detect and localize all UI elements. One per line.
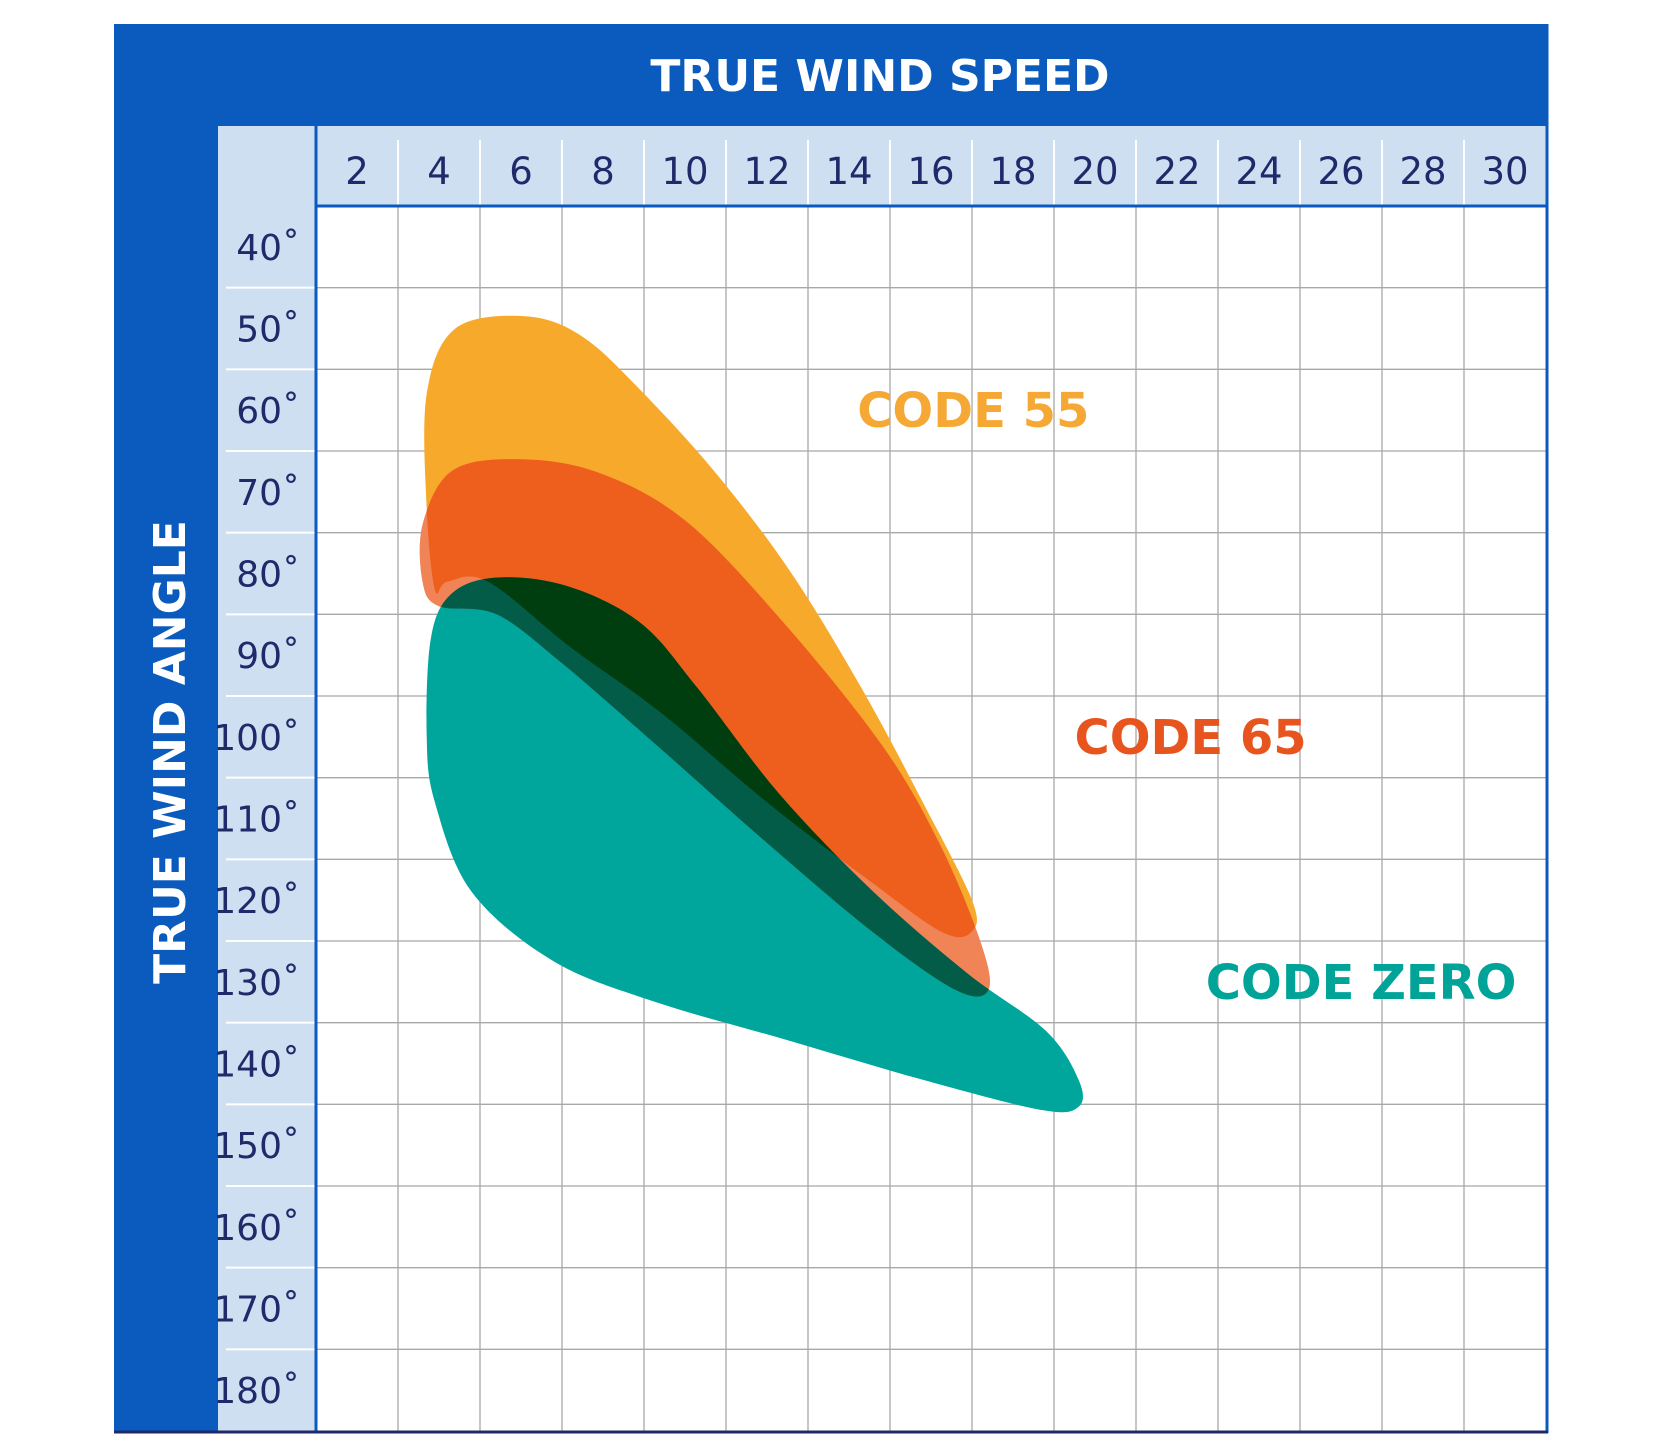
x-tick-label: 6	[509, 150, 533, 193]
x-tick-labels: 2 4 6 8 10 12 14 16 18 20 22 24 26 28 30	[345, 150, 1528, 193]
y-tick-label: 90˚	[236, 636, 300, 677]
y-tick-label: 110˚	[213, 800, 300, 841]
sail-regions	[419, 315, 1083, 1113]
x-tick-label: 14	[825, 150, 872, 193]
y-tick-label: 80˚	[236, 555, 300, 596]
x-tick-label: 16	[907, 150, 954, 193]
y-tick-label: 60˚	[236, 391, 300, 432]
y-tick-band	[218, 206, 316, 1431]
x-tick-band	[218, 126, 1546, 206]
x-tick-label: 2	[345, 150, 369, 193]
y-tick-label: 160˚	[213, 1208, 300, 1249]
x-axis-title: TRUE WIND SPEED	[650, 51, 1109, 102]
x-tick-label: 8	[591, 150, 615, 193]
y-tick-label: 70˚	[236, 473, 300, 514]
y-tick-labels: 40˚ 50˚ 60˚ 70˚ 80˚ 90˚ 100˚ 110˚ 120˚ 130˚ 140˚ 15…	[213, 228, 300, 1412]
sail-labels: CODE 55 CODE 65 CODE ZERO	[857, 383, 1516, 1011]
x-tick-label: 4	[427, 150, 451, 193]
y-tick-label: 50˚	[236, 310, 300, 351]
y-tick-label: 180˚	[213, 1371, 300, 1412]
y-tick-label: 100˚	[213, 718, 300, 759]
label-code-zero: CODE ZERO	[1206, 955, 1517, 1011]
x-tick-label: 30	[1481, 150, 1528, 193]
x-tick-label: 12	[743, 150, 790, 193]
y-tick-label: 170˚	[213, 1290, 300, 1331]
y-axis-title: TRUE WIND ANGLE	[145, 520, 196, 984]
y-tick-label: 150˚	[213, 1126, 300, 1167]
y-tick-label: 140˚	[213, 1045, 300, 1086]
y-tick-label: 130˚	[213, 963, 300, 1004]
x-tick-label: 10	[661, 150, 708, 193]
region-code-zero	[426, 577, 1083, 1113]
label-code-55: CODE 55	[857, 383, 1089, 439]
x-tick-label: 22	[1153, 150, 1200, 193]
x-tick-label: 18	[989, 150, 1036, 193]
label-code-65: CODE 65	[1075, 710, 1307, 766]
x-tick-label: 26	[1317, 150, 1364, 193]
x-tick-label: 24	[1235, 150, 1282, 193]
y-tick-label: 120˚	[213, 881, 300, 922]
x-tick-label: 20	[1071, 150, 1118, 193]
y-tick-label: 40˚	[236, 228, 300, 269]
x-tick-label: 28	[1399, 150, 1446, 193]
